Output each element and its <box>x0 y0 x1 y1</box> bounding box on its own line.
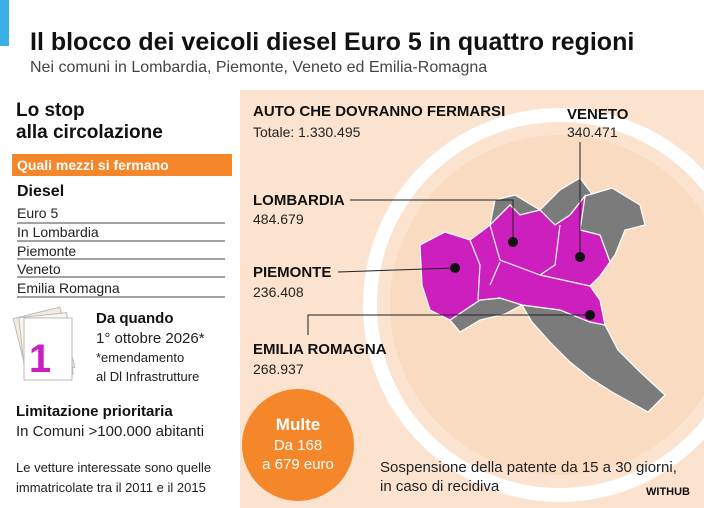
dot <box>575 252 585 262</box>
dots <box>450 237 595 320</box>
leader-line <box>337 267 456 273</box>
leader-line <box>307 314 590 335</box>
since-date: 1° ottobre 2026* <box>96 330 205 347</box>
list-item: In Lombardia <box>17 224 99 240</box>
dot <box>508 237 518 247</box>
list-item: Piemonte <box>17 243 76 259</box>
map-total: Totale: 1.330.495 <box>253 124 361 140</box>
calendar-icon: 1 <box>12 306 76 381</box>
priority-text: In Comuni >100.000 abitanti <box>16 423 204 440</box>
region-value: 268.937 <box>253 361 304 377</box>
map-heading: AUTO CHE DOVRANNO FERMARSI <box>253 103 505 120</box>
dot <box>585 310 595 320</box>
since-note: *emendamento <box>96 350 184 365</box>
list-item: Euro 5 <box>17 205 58 221</box>
priority-label: Limitazione prioritaria <box>16 403 173 420</box>
section-bar <box>12 154 232 176</box>
calendar-day: 1 <box>29 337 51 381</box>
section-title: Quali mezzi si fermano <box>17 157 169 173</box>
fines-text: Da 168 <box>274 437 322 454</box>
region-value: 236.408 <box>253 284 304 300</box>
region-name: PIEMONTE <box>253 264 331 281</box>
leader-lines <box>307 142 590 335</box>
title: Il blocco dei veicoli diesel Euro 5 in q… <box>30 28 634 56</box>
left-heading: Lo stop <box>16 100 85 121</box>
region-border <box>469 224 591 301</box>
list-item: Veneto <box>17 261 61 277</box>
fines-label: Multe <box>276 415 320 434</box>
item-list: Euro 5 In Lombardia Piemonte Veneto Emil… <box>17 205 225 298</box>
subtitle: Nei comuni in Lombardia, Piemonte, Venet… <box>30 59 487 76</box>
fines-text: a 679 euro <box>262 456 334 473</box>
category: Diesel <box>17 183 64 200</box>
since-note: al Dl Infrastrutture <box>96 369 199 384</box>
source: WITHUB <box>646 486 690 498</box>
accent-bar <box>0 0 9 46</box>
region-name: VENETO <box>567 106 629 123</box>
left-heading: alla circolazione <box>16 122 163 143</box>
ring <box>363 108 704 502</box>
region-value: 484.679 <box>253 211 304 227</box>
fines-badge <box>242 389 354 501</box>
suspension-text: Sospensione della patente da 15 a 30 gio… <box>380 459 677 476</box>
map <box>419 177 666 413</box>
region-name: LOMBARDIA <box>253 192 345 209</box>
since-label: Da quando <box>96 310 174 327</box>
region-name: EMILIA ROMAGNA <box>253 341 387 358</box>
calendar-page <box>23 317 73 381</box>
footnote: Le vetture interessate sono quelle <box>16 460 211 475</box>
region-value: 340.471 <box>567 124 618 140</box>
list-item: Emilia Romagna <box>17 280 120 296</box>
suspension-text: in caso di recidiva <box>380 478 500 495</box>
dot <box>450 263 460 273</box>
footnote: immatricolate tra il 2011 e il 2015 <box>16 480 206 495</box>
leader-line <box>350 199 514 242</box>
